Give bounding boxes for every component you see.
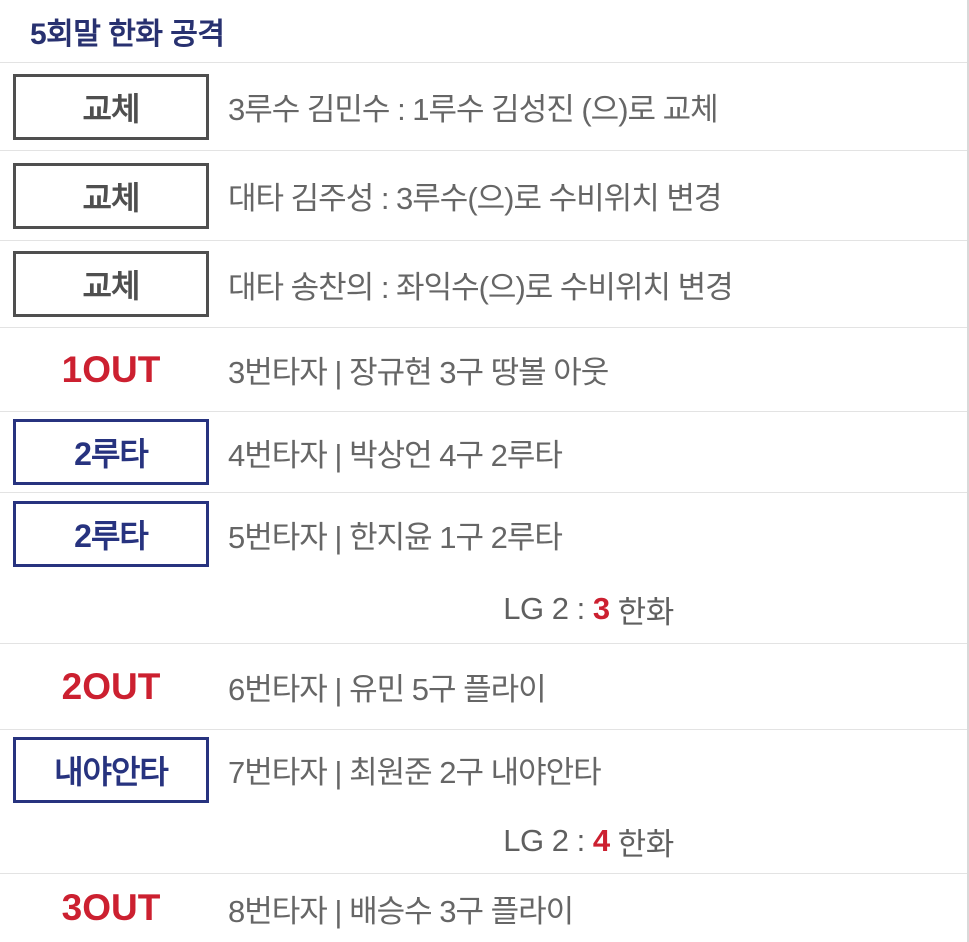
event-badge: 2루타	[13, 419, 209, 485]
badge-column: 2루타	[0, 419, 222, 485]
event-badge: 교체	[13, 251, 209, 317]
badge-column: 내야안타	[0, 736, 222, 803]
out-count-label: 3OUT	[61, 887, 161, 928]
event-text: 5번타자 | 한지윤 1구 2루타	[228, 519, 563, 555]
event-badge: 교체	[13, 73, 209, 140]
out-count-label: 1OUT	[61, 348, 161, 390]
event-text: 4번타자 | 박상언 4구 2루타	[228, 437, 563, 473]
badge-column: 교체	[0, 251, 222, 317]
score-home-team: 한화	[609, 594, 675, 630]
badge-column: 교체	[0, 162, 222, 229]
event-badge: 내야안타	[13, 736, 209, 803]
score-away-and-colon: LG 2 :	[503, 591, 593, 626]
event-row: 내야안타 7번타자 | 최원준 2구 내야안타	[0, 729, 967, 809]
score-home-team: 한화	[609, 826, 675, 862]
event-row: 2루타 4번타자 | 박상언 4구 2루타	[0, 411, 967, 492]
event-badge: 2루타	[13, 501, 209, 567]
inning-title: 5회말 한화 공격	[30, 18, 225, 51]
event-row: 교체 대타 송찬의 : 좌익수(으)로 수비위치 변경	[0, 240, 967, 327]
score-row: LG 2 : 3 한화	[0, 575, 967, 643]
event-row: 2OUT 6번타자 | 유민 5구 플라이	[0, 643, 967, 729]
event-row: 교체 3루수 김민수 : 1루수 김성진 (으)로 교체	[0, 63, 967, 150]
score-row: LG 2 : 4 한화	[0, 809, 967, 873]
event-text: 3번타자 | 장규현 3구 땅볼 아웃	[228, 355, 609, 390]
event-text: 3루수 김민수 : 1루수 김성진 (으)로 교체	[228, 92, 719, 127]
inning-header: 5회말 한화 공격	[0, 0, 967, 63]
event-text: 대타 송찬의 : 좌익수(으)로 수비위치 변경	[228, 269, 734, 305]
score-home-runs: 4	[592, 823, 610, 858]
event-row: 1OUT 3번타자 | 장규현 3구 땅볼 아웃	[0, 327, 967, 411]
out-count-label: 2OUT	[61, 665, 161, 707]
badge-column: 교체	[0, 73, 222, 140]
event-row: 교체 대타 김주성 : 3루수(으)로 수비위치 변경	[0, 150, 967, 240]
event-badge: 교체	[13, 162, 209, 229]
event-text: 7번타자 | 최원준 2구 내야안타	[228, 755, 602, 790]
event-list: 교체 3루수 김민수 : 1루수 김성진 (으)로 교체 교체 대타 김주성 : 3루…	[0, 63, 967, 942]
badge-column: 3OUT	[0, 887, 222, 929]
score-away-and-colon: LG 2 :	[503, 823, 593, 858]
badge-column: 2OUT	[0, 666, 222, 708]
score-home-runs: 3	[592, 591, 610, 626]
event-text: 6번타자 | 유민 5구 플라이	[228, 672, 547, 707]
badge-column: 2루타	[0, 501, 222, 567]
event-row: 3OUT 8번타자 | 배승수 3구 플라이	[0, 873, 967, 942]
event-row: 2루타 5번타자 | 한지윤 1구 2루타	[0, 492, 967, 575]
badge-column: 1OUT	[0, 349, 222, 391]
event-text: 8번타자 | 배승수 3구 플라이	[228, 893, 574, 929]
event-text: 대타 김주성 : 3루수(으)로 수비위치 변경	[228, 181, 722, 216]
